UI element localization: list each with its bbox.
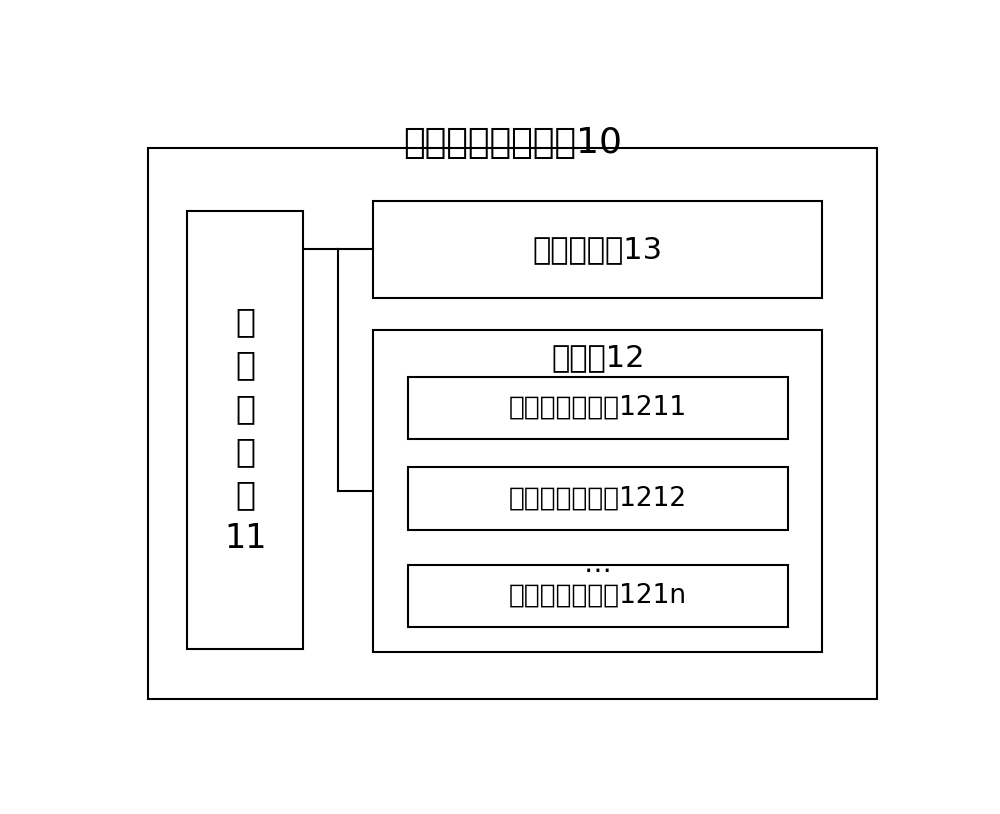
Text: 车载显示控制系统10: 车载显示控制系统10 — [403, 126, 622, 160]
Text: ⋯: ⋯ — [584, 557, 612, 585]
FancyBboxPatch shape — [148, 148, 877, 699]
Text: 电压控制振荡器1211: 电压控制振荡器1211 — [509, 395, 687, 421]
FancyBboxPatch shape — [408, 565, 788, 628]
Text: 温度传感器13: 温度传感器13 — [533, 235, 663, 265]
Text: 串行器12: 串行器12 — [551, 344, 644, 372]
FancyBboxPatch shape — [187, 211, 303, 650]
FancyBboxPatch shape — [408, 377, 788, 440]
FancyBboxPatch shape — [373, 330, 822, 652]
FancyBboxPatch shape — [408, 467, 788, 530]
Text: 电压控制振荡器121n: 电压控制振荡器121n — [509, 583, 687, 609]
FancyBboxPatch shape — [373, 201, 822, 298]
Text: 显
示
控
制
器
11: 显 示 控 制 器 11 — [224, 305, 266, 555]
Text: 电压控制振荡器1212: 电压控制振荡器1212 — [509, 486, 687, 512]
